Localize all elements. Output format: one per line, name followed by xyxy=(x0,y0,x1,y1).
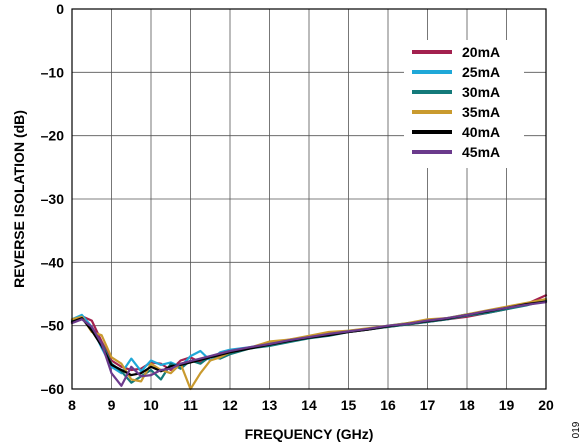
y-tick-label: –40 xyxy=(41,254,65,270)
x-tick-label: 15 xyxy=(341,397,357,413)
legend-label: 30mA xyxy=(462,84,500,100)
legend-label: 25mA xyxy=(462,64,500,80)
legend-label: 20mA xyxy=(462,44,500,60)
y-tick-label: –30 xyxy=(41,191,65,207)
plot-frame xyxy=(71,8,547,390)
y-tick-label: –20 xyxy=(41,128,65,144)
x-tick-label: 14 xyxy=(301,397,317,413)
x-tick-label: 17 xyxy=(420,397,436,413)
legend-background xyxy=(404,40,524,168)
series-line-45mA xyxy=(70,301,548,387)
legend-label: 35mA xyxy=(462,104,500,120)
x-tick-label: 12 xyxy=(222,397,238,413)
x-tick-label: 10 xyxy=(143,397,159,413)
y-tick-label: 0 xyxy=(56,1,64,17)
y-tick-labels: 0 –10 –20 –30 –40 –50 –60 xyxy=(41,1,65,397)
x-tick-label: 11 xyxy=(183,397,198,413)
y-axis-title: REVERSE ISOLATION (dB) xyxy=(11,110,27,288)
x-tick-label: 9 xyxy=(108,397,116,413)
x-tick-labels: 8 9 10 11 12 13 14 15 16 17 18 19 20 xyxy=(68,397,554,413)
x-tick-label: 20 xyxy=(538,397,554,413)
legend-label: 45mA xyxy=(462,144,500,160)
x-tick-label: 18 xyxy=(459,397,475,413)
x-tick-label: 16 xyxy=(380,397,396,413)
x-axis-title: FREQUENCY (GHz) xyxy=(245,426,374,442)
figure-id: 019 xyxy=(571,421,582,438)
y-tick-label: –60 xyxy=(41,381,65,397)
x-tick-label: 19 xyxy=(499,397,515,413)
x-tick-label: 13 xyxy=(262,397,278,413)
y-tick-label: –50 xyxy=(41,318,65,334)
legend: 20mA 25mA 30mA 35mA 40mA 45mA xyxy=(404,40,524,168)
legend-label: 40mA xyxy=(462,124,500,140)
x-tick-label: 8 xyxy=(68,397,76,413)
data-series xyxy=(70,294,548,391)
y-tick-label: –10 xyxy=(41,64,65,80)
